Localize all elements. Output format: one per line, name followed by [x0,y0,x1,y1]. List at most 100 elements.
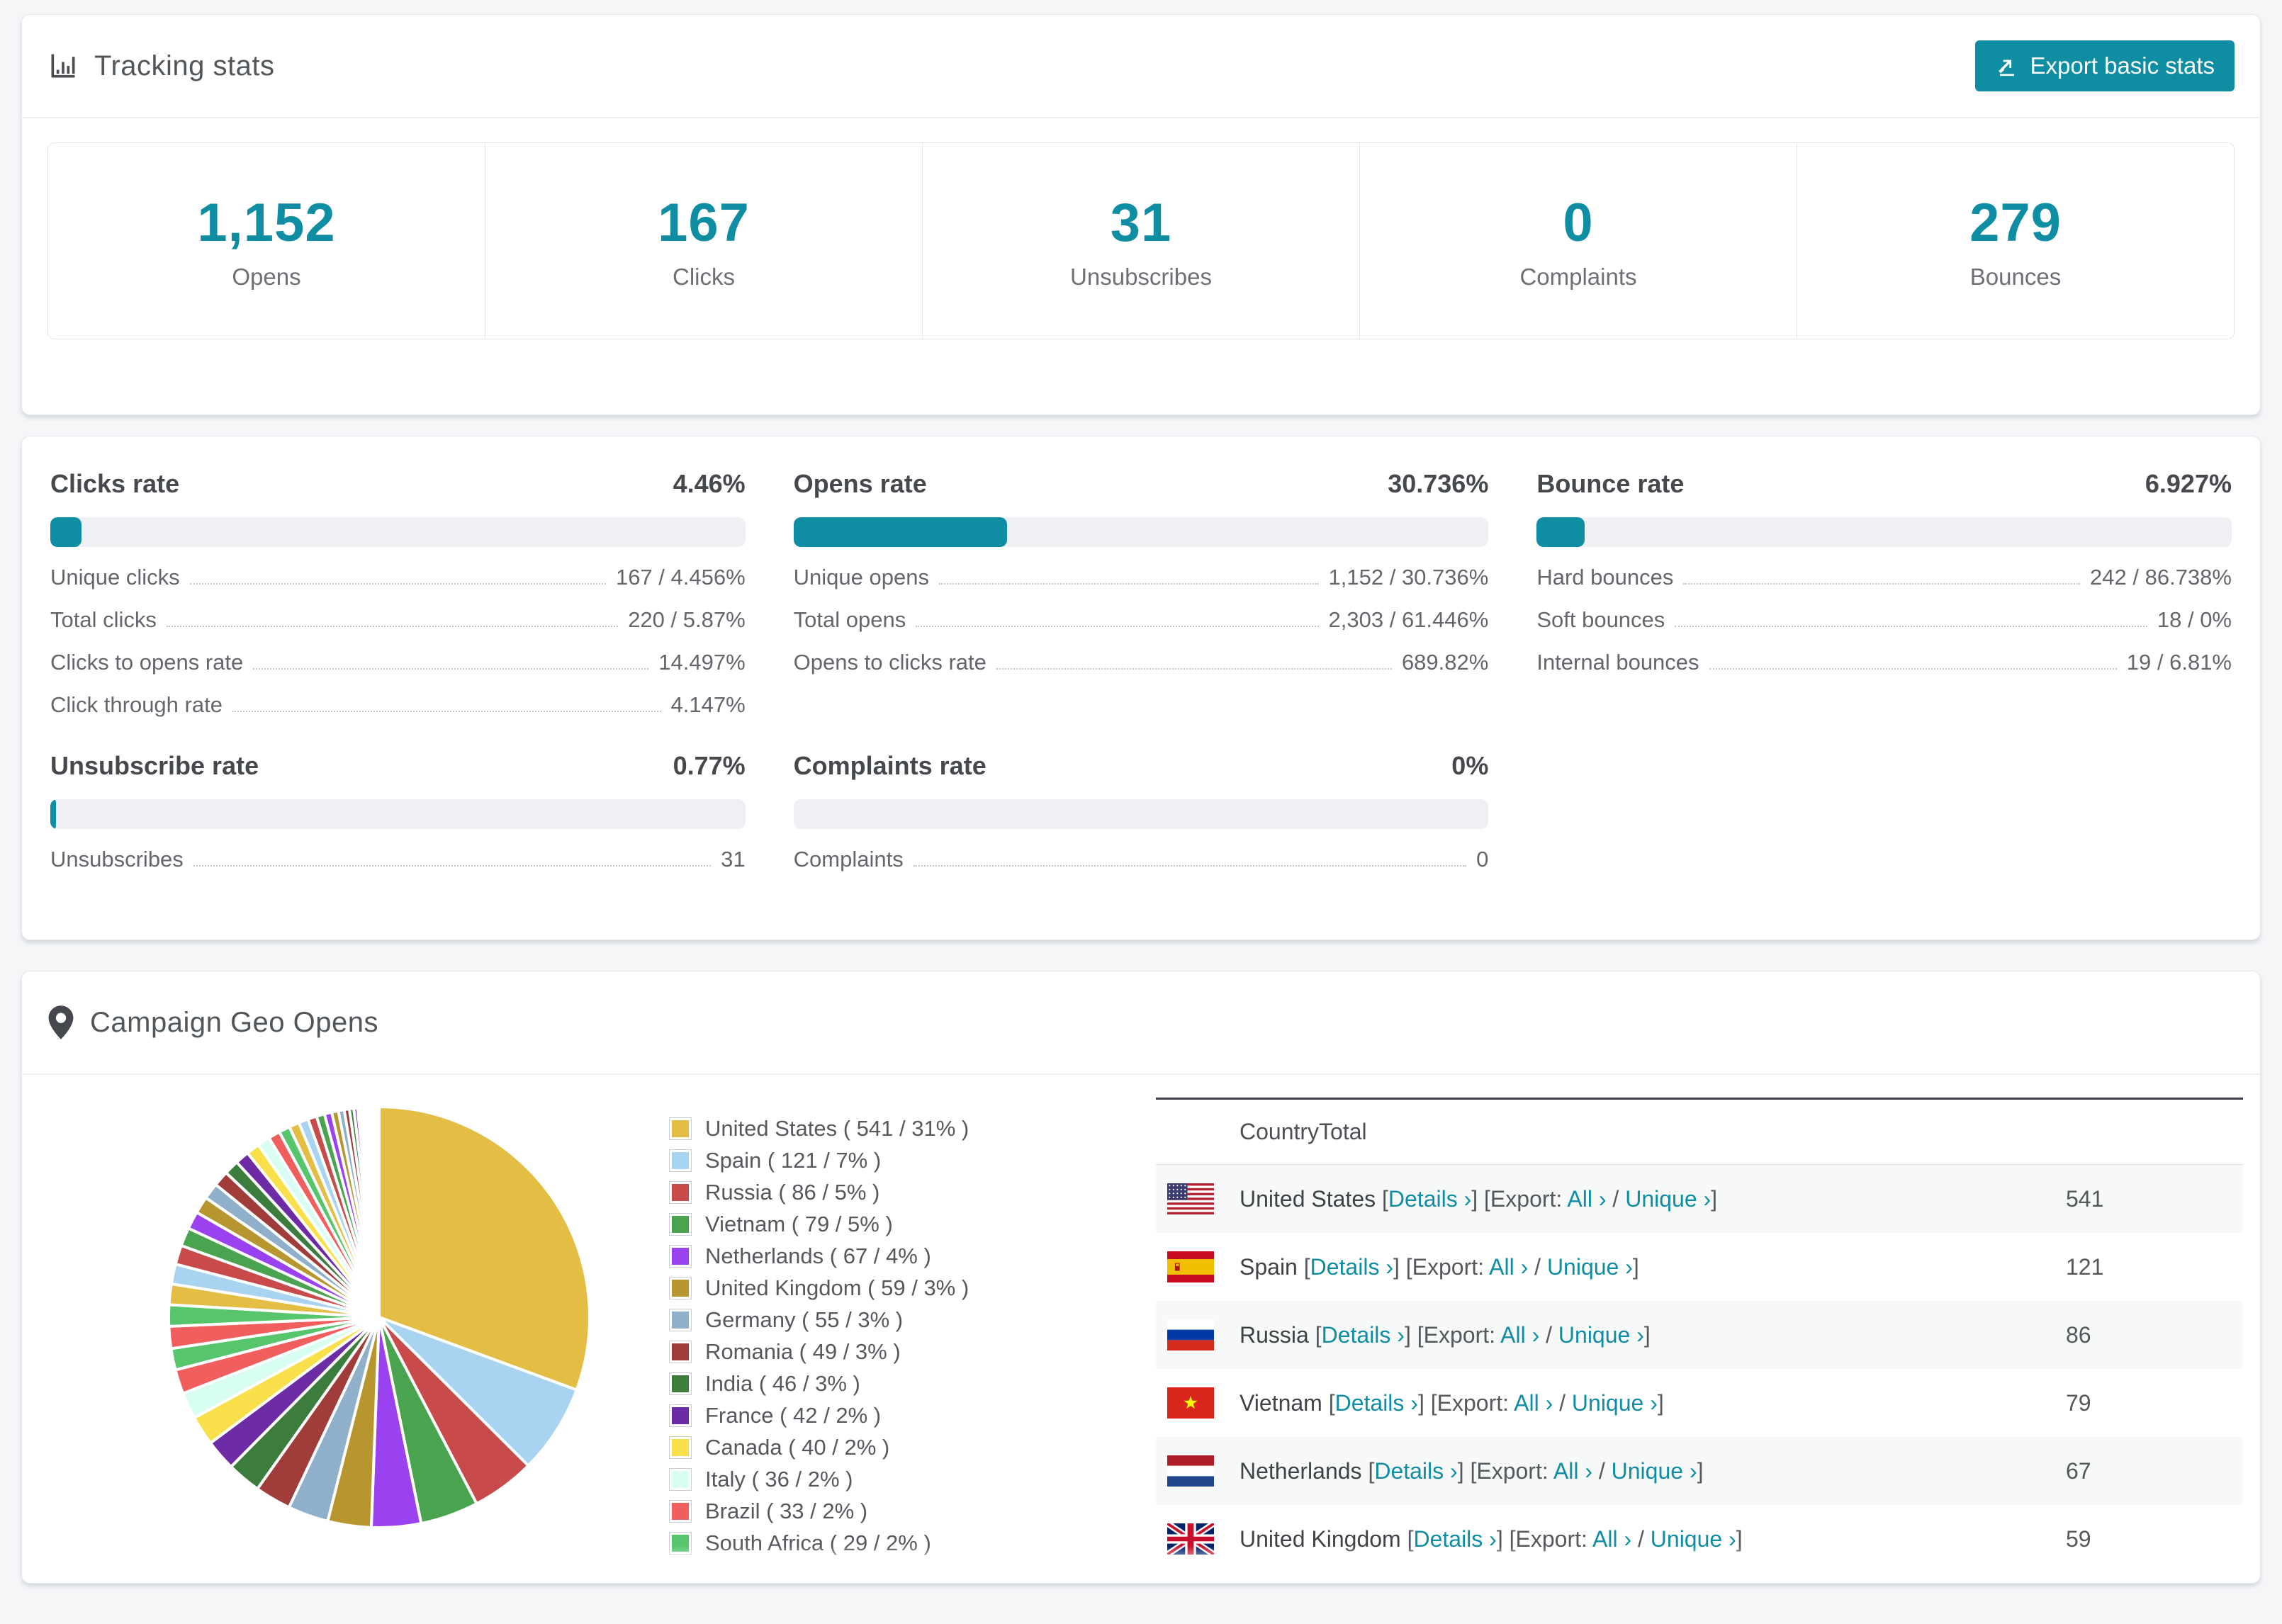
details-link[interactable]: Details › [1413,1526,1497,1552]
legend-item[interactable]: France ( 42 / 2% ) [670,1403,1010,1428]
export-all-link[interactable]: All › [1500,1321,1540,1348]
rate-detail-value: 4.147% [670,692,746,717]
rate-block: Unsubscribe rate 0.77% Unsubscribes 31 [50,751,746,872]
legend-label: Vietnam ( 79 / 5% ) [705,1212,893,1236]
pie-slice-united-states[interactable] [378,1105,591,1392]
legend-item[interactable]: Romania ( 49 / 3% ) [670,1339,1010,1365]
bracket-text: [ [1308,1321,1322,1348]
rate-progress-fill [1536,517,1585,547]
legend-item[interactable]: Netherlands ( 67 / 4% ) [670,1244,1010,1269]
geo-table-header: Country Total [1156,1100,2243,1165]
flag-nl-icon [1167,1455,1214,1487]
geo-row-text: Netherlands [Details ›] [Export: All › /… [1240,1458,2066,1484]
legend-swatch [670,1533,691,1554]
bracket-text: / [1553,1389,1572,1416]
pie-slice-other[interactable] [376,1105,381,1319]
export-unique-link[interactable]: Unique › [1558,1321,1644,1348]
rate-detail-row: Hard bounces 242 / 86.738% [1536,565,2232,590]
geo-content: United States ( 541 / 31% ) Spain ( 121 /… [22,1075,2260,1583]
map-pin-icon [47,1005,74,1039]
legend-swatch [670,1214,691,1235]
rate-value: 0% [1451,751,1489,780]
legend-swatch [670,1437,691,1458]
rate-title: Bounce rate [1536,469,1685,498]
details-link[interactable]: Details › [1321,1321,1405,1348]
legend-label: United States ( 541 / 31% ) [705,1116,969,1141]
details-link[interactable]: Details › [1310,1253,1393,1280]
dotted-leader [193,865,712,867]
legend-item[interactable]: Italy ( 36 / 2% ) [670,1467,1010,1492]
dotted-leader [166,626,619,627]
legend-swatch [670,1469,691,1490]
export-unique-link[interactable]: Unique › [1571,1389,1658,1416]
geo-title: Campaign Geo Opens [90,1006,379,1038]
export-all-link[interactable]: All › [1514,1389,1553,1416]
bracket-text: / [1606,1185,1626,1212]
export-all-link[interactable]: All › [1489,1253,1529,1280]
export-unique-link[interactable]: Unique › [1611,1457,1697,1484]
rate-detail-row: Complaints 0 [794,847,1489,872]
export-basic-stats-label: Export basic stats [2030,52,2215,79]
export-unique-link[interactable]: Unique › [1625,1185,1712,1212]
rate-detail-row: Unsubscribes 31 [50,847,746,872]
legend-label: India ( 46 / 3% ) [705,1371,860,1396]
rate-detail-value: 31 [721,847,746,872]
legend-item[interactable]: Brazil ( 33 / 2% ) [670,1499,1010,1524]
page-title: Tracking stats [94,50,275,81]
export-unique-link[interactable]: Unique › [1650,1526,1736,1552]
country-name: United States [1240,1185,1376,1212]
export-basic-stats-button[interactable]: Export basic stats [1974,40,2235,91]
legend-swatch [670,1182,691,1203]
legend-swatch [670,1373,691,1394]
overview-stat-box: 279 Bounces [1797,143,2234,339]
legend-label: Italy ( 36 / 2% ) [705,1467,853,1492]
rate-detail-label: Opens to clicks rate [793,650,987,675]
legend-label: South Africa ( 29 / 2% ) [705,1530,931,1555]
rate-block: Opens rate 30.736% Unique opens 1,152 / 30.… [793,469,1489,717]
geo-legend: United States ( 541 / 31% ) Spain ( 121 /… [670,1116,1010,1562]
overview-stat-value: 0 [1563,192,1594,253]
bracket-text: ] [Export: [1496,1526,1592,1552]
geo-table-row: Spain [Details ›] [Export: All › / Uniqu… [1156,1233,2243,1301]
legend-item[interactable]: Canada ( 40 / 2% ) [670,1435,1010,1460]
export-all-link[interactable]: All › [1553,1457,1592,1484]
dotted-leader [1683,583,2081,585]
export-all-link[interactable]: All › [1567,1185,1607,1212]
rate-detail-label: Complaints [793,847,904,872]
rate-detail-value: 1,152 / 30.736% [1328,565,1489,590]
legend-item[interactable]: South Africa ( 29 / 2% ) [670,1530,1010,1556]
legend-item[interactable]: United States ( 541 / 31% ) [670,1116,1010,1141]
legend-item[interactable]: India ( 46 / 3% ) [670,1371,1010,1397]
rate-detail-value: 220 / 5.87% [628,607,746,632]
pie-slice-spain[interactable] [378,1316,578,1467]
overview-stat-label: Complaints [1519,263,1637,290]
rate-detail-value: 19 / 6.81% [2126,650,2232,675]
details-link[interactable]: Details › [1334,1389,1418,1416]
legend-item[interactable]: Russia ( 86 / 5% ) [670,1180,1010,1205]
bracket-text: ] [1697,1457,1704,1484]
export-unique-link[interactable]: Unique › [1546,1253,1633,1280]
legend-item[interactable]: Vietnam ( 79 / 5% ) [670,1212,1010,1237]
bracket-text: ] [1736,1526,1743,1552]
rate-detail-row: Soft bounces 18 / 0% [1536,608,2232,632]
overview-stat-label: Bounces [1969,263,2062,290]
legend-item[interactable]: Spain ( 121 / 7% ) [670,1148,1010,1173]
legend-item[interactable]: Germany ( 55 / 3% ) [670,1307,1010,1333]
overview-stat-box: 1,152 Opens [48,143,485,339]
legend-swatch [670,1341,691,1363]
legend-swatch [670,1309,691,1331]
details-link[interactable]: Details › [1388,1185,1472,1212]
bracket-text: [ [1322,1389,1335,1416]
bracket-text: [ [1297,1253,1310,1280]
rate-title: Unsubscribe rate [50,751,259,780]
export-all-link[interactable]: All › [1592,1526,1632,1552]
geo-row-total: 67 [2066,1457,2091,1484]
legend-label: United Kingdom ( 59 / 3% ) [705,1275,969,1300]
rate-detail-row: Total opens 2,303 / 61.446% [794,608,1489,632]
flag-es-icon [1167,1251,1214,1282]
legend-label: Spain ( 121 / 7% ) [705,1148,882,1173]
geo-row-total: 541 [2066,1185,2104,1212]
details-link[interactable]: Details › [1374,1457,1458,1484]
legend-item[interactable]: United Kingdom ( 59 / 3% ) [670,1275,1010,1301]
rate-detail-label: Unique clicks [50,565,180,590]
